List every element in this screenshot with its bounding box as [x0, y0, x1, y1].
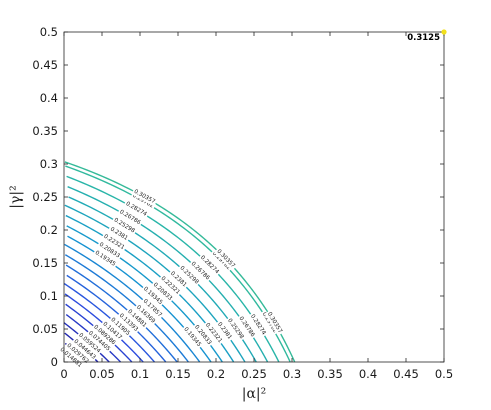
- y-tick-label: 0.5: [40, 25, 58, 39]
- y-tick-label: 0.4: [40, 91, 58, 105]
- x-tick-label: 0: [60, 367, 67, 381]
- y-tick-label: 0.1: [40, 289, 58, 303]
- contour-label-bg: [264, 309, 285, 336]
- y-tick-label: 0.25: [32, 190, 58, 204]
- contour-label-bg: [181, 325, 204, 350]
- x-tick-label: 0.45: [393, 367, 419, 381]
- x-tick-label: 0.05: [89, 367, 115, 381]
- contour-label-bg: [116, 311, 141, 335]
- contour-label-bg: [100, 319, 125, 343]
- axes: 0 0.05 0.1 0.15 0.2 0.25 0.3 0.35 0.4 0.45 0.500.0…: [32, 25, 453, 381]
- contour-label-bg: [209, 249, 233, 273]
- contour-label-bg: [85, 328, 113, 354]
- x-tick-label: 0.4: [359, 367, 377, 381]
- contour-label-bg: [64, 341, 91, 367]
- contour-label-bg: [131, 187, 158, 207]
- contour-label-bg: [202, 320, 225, 346]
- x-tick-label: 0.1: [131, 367, 149, 381]
- contour-label-bg: [140, 296, 165, 320]
- max-point-dot: [441, 29, 447, 35]
- y-tick-label: 0.15: [32, 256, 58, 270]
- contour-label-bg: [224, 316, 246, 342]
- x-tick-label: 0.15: [165, 367, 191, 381]
- contour-label-bg: [191, 322, 214, 348]
- x-tick-label: 0.5: [435, 367, 453, 381]
- contour-label-bg: [96, 240, 123, 261]
- x-axis-label: |α|²: [242, 386, 267, 402]
- x-tick-label: 0.2: [207, 367, 225, 381]
- y-tick-label: 0.45: [32, 58, 58, 72]
- contour-label-bg: [214, 247, 238, 271]
- max-point-label: 0.3125: [407, 33, 440, 43]
- x-tick-label: 0.35: [317, 367, 343, 381]
- contour-label-bg: [133, 303, 158, 327]
- y-axis-label: |γ|²: [8, 185, 24, 208]
- contour-label-bg: [71, 337, 98, 362]
- contour-label-bg: [188, 259, 212, 283]
- contour-label-bg: [150, 280, 175, 304]
- y-tick-label: 0.35: [32, 124, 58, 138]
- contour-label-bg: [177, 263, 201, 287]
- contour-label-bg: [247, 312, 268, 338]
- contour-label-bg: [108, 315, 133, 339]
- contour-label-bg: [140, 284, 165, 308]
- contour-label-bg: [123, 199, 150, 219]
- contour-label-bg: [75, 331, 103, 356]
- y-tick-label: 0.3: [40, 157, 58, 171]
- contour-label-bg: [158, 274, 183, 298]
- contour-label-bg: [92, 248, 118, 270]
- contour-label-bg: [107, 225, 131, 244]
- contour-labels: 0.0148810.0297620.0446430.0595240.074405…: [57, 187, 285, 371]
- max-marker: 0.3125: [407, 29, 447, 43]
- contour-label-bg: [116, 207, 143, 228]
- contour-label-bg: [101, 232, 127, 253]
- y-tick-label: 0: [51, 355, 58, 369]
- x-tick-label: 0.3: [283, 367, 301, 381]
- x-tick-label: 0.25: [241, 367, 267, 381]
- contour-label-bg: [90, 322, 118, 348]
- contour-label-bg: [124, 307, 149, 331]
- y-tick-label: 0.2: [40, 223, 58, 237]
- y-tick-label: 0.05: [32, 322, 58, 336]
- contour-label-bg: [197, 253, 222, 277]
- contour-label-bg: [111, 216, 138, 236]
- contour-label-bg: [236, 314, 257, 340]
- contour-label-bg: [214, 319, 234, 343]
- contour-label-bg: [167, 269, 189, 290]
